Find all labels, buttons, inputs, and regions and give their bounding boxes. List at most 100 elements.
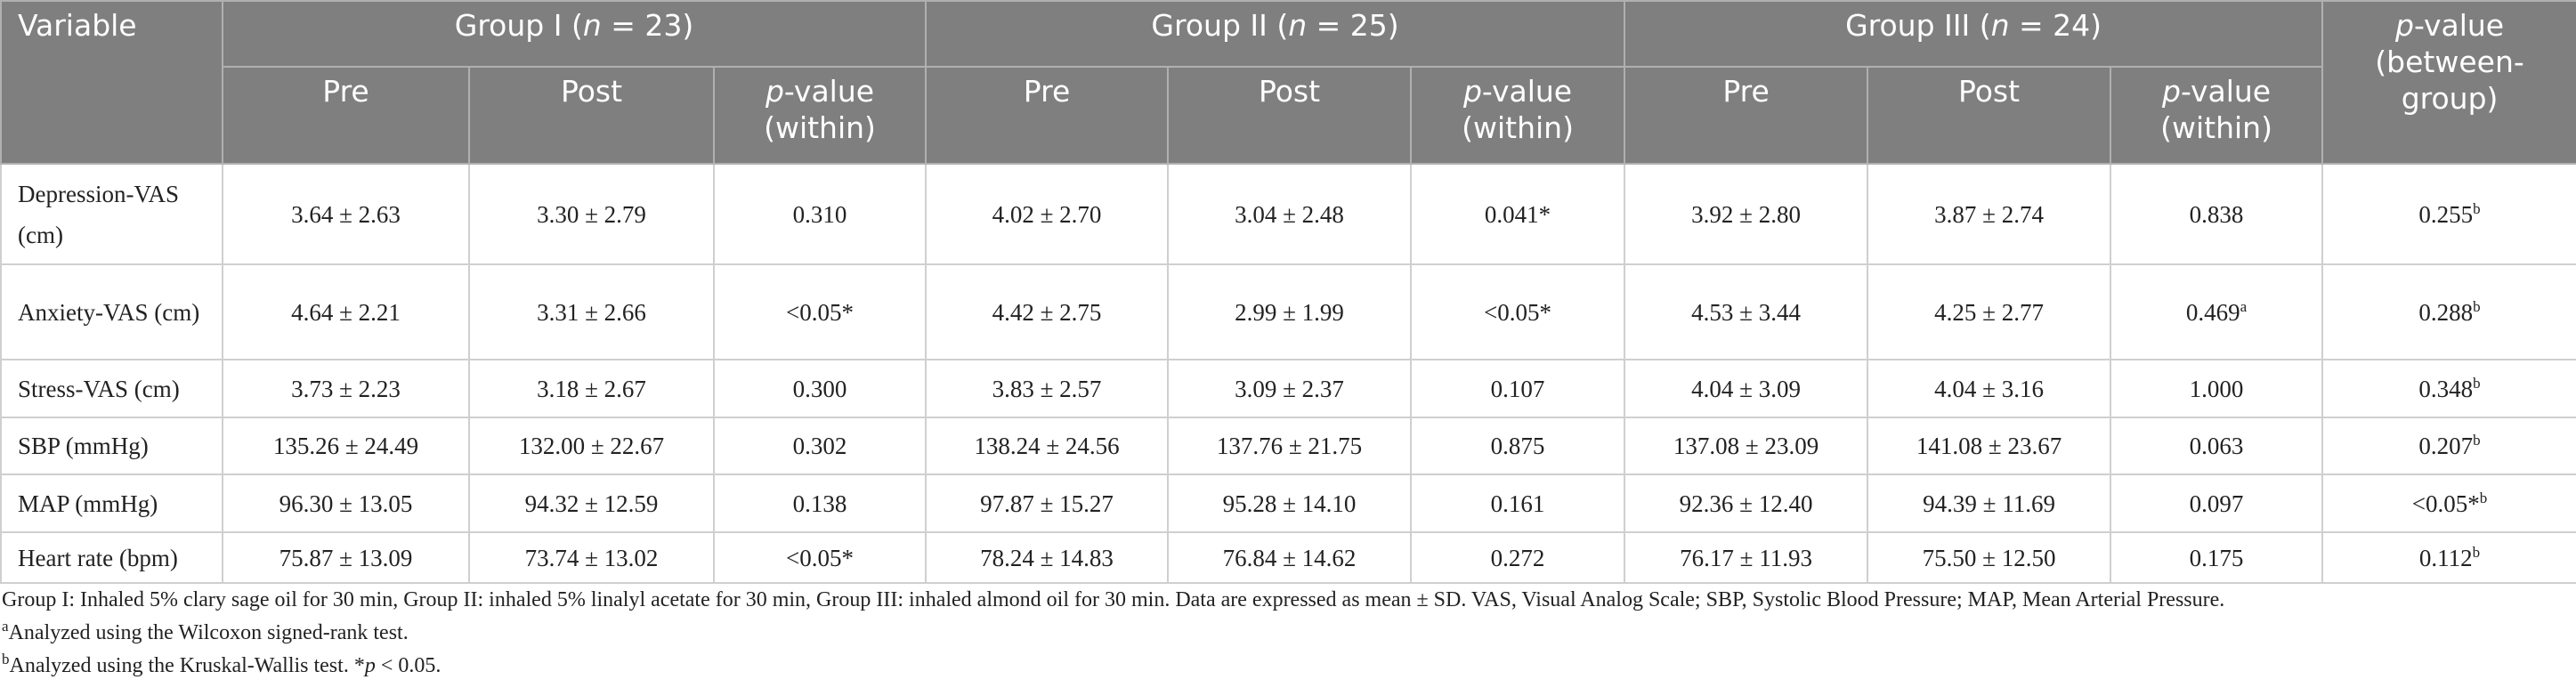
header-text: Variable xyxy=(18,8,137,43)
data-cell: 137.08 ± 23.09 xyxy=(1624,417,1869,475)
footnote-text: Group I: Inhaled 5% clary sage oil for 3… xyxy=(2,588,2225,611)
data-cell: 0.175 xyxy=(2110,531,2324,584)
cell-text: 75.50 ± 12.50 xyxy=(1922,544,2056,571)
superscript: b xyxy=(2479,489,2488,506)
data-table: Variable Group I (n = 23) Group II (n = 25… xyxy=(0,0,2576,584)
footnotes: Group I: Inhaled 5% clary sage oil for 3… xyxy=(0,584,2576,683)
cell-text: 0.838 xyxy=(2189,200,2244,228)
table-row: Stress-VAS (cm) 3.73 ± 2.23 3.18 ± 2.67 0.3… xyxy=(0,359,2576,418)
cell-text: 76.84 ± 14.62 xyxy=(1222,544,1357,571)
data-cell: 135.26 ± 24.49 xyxy=(222,417,470,475)
data-cell: 4.04 ± 3.09 xyxy=(1624,359,1869,418)
cell-text: 94.39 ± 11.69 xyxy=(1923,490,2055,517)
data-cell: 0.207b xyxy=(2321,417,2576,475)
data-cell: 3.18 ± 2.67 xyxy=(468,359,715,418)
header-text: = 25) xyxy=(1307,8,1399,43)
data-cell: 3.83 ± 2.57 xyxy=(925,359,1170,418)
cell-text: SBP (mmHg) xyxy=(18,433,149,459)
cell-text: 3.73 ± 2.23 xyxy=(291,375,401,402)
data-cell: 97.87 ± 15.27 xyxy=(925,473,1170,533)
header-text: n xyxy=(1990,8,2010,43)
table-row: Anxiety-VAS (cm) 4.64 ± 2.21 3.31 ± 2.66 <0… xyxy=(0,263,2576,360)
header-cell: Pre xyxy=(1624,66,1869,165)
footnote: bAnalyzed using the Kruskal-Wallis test.… xyxy=(2,650,2576,683)
group-header: Group III (n = 24) xyxy=(1624,0,2324,68)
cell-text: 138.24 ± 24.56 xyxy=(974,433,1120,459)
cell-text: 0.875 xyxy=(1490,433,1545,459)
header-cell: Pre xyxy=(925,66,1170,165)
header-cell: p-value (within) xyxy=(2110,66,2324,165)
data-cell: <0.05*b xyxy=(2321,473,2576,533)
cell-text: 0.041* xyxy=(1484,200,1551,228)
cell-text: <0.05* xyxy=(2411,490,2480,517)
cell-text: 0.272 xyxy=(1490,544,1545,571)
cell-text: <0.05* xyxy=(1484,298,1552,326)
variable-cell: Heart rate (bpm) xyxy=(0,531,223,584)
cell-text: 4.25 ± 2.77 xyxy=(1934,298,2044,326)
cell-text: 0.469 xyxy=(2185,298,2240,326)
cell-text: 0.112 xyxy=(2418,544,2473,571)
cell-text: 3.18 ± 2.67 xyxy=(537,375,646,402)
header-cell: Post xyxy=(1867,66,2112,165)
header-cell: p-value (within) xyxy=(1410,66,1626,165)
cell-text: 1.000 xyxy=(2189,375,2244,402)
header-cell: Variable xyxy=(0,0,223,165)
data-cell: 92.36 ± 12.40 xyxy=(1624,473,1869,533)
cell-text: 0.300 xyxy=(792,375,847,402)
header-text: -value (between-group) xyxy=(2375,8,2524,116)
header-cell: Pre xyxy=(222,66,470,165)
table-row: MAP (mmHg) 96.30 ± 13.05 94.32 ± 12.59 0.13… xyxy=(0,473,2576,533)
data-cell: 76.84 ± 14.62 xyxy=(1167,531,1413,584)
data-cell: 75.50 ± 12.50 xyxy=(1867,531,2112,584)
cell-text: 4.64 ± 2.21 xyxy=(291,298,401,326)
data-cell: 0.300 xyxy=(712,359,928,418)
data-cell: <0.05* xyxy=(712,263,928,360)
footnote-text: < 0.05. xyxy=(375,654,441,677)
data-cell: 141.08 ± 23.67 xyxy=(1867,417,2112,475)
data-cell: 94.39 ± 11.69 xyxy=(1867,473,2112,533)
header-text: Pre xyxy=(322,74,369,109)
table-row: Depression-VAS (cm) 3.64 ± 2.63 3.30 ± 2.7… xyxy=(0,163,2576,265)
header-text: -value (within) xyxy=(2160,74,2272,145)
variable-cell: MAP (mmHg) xyxy=(0,473,223,533)
data-cell: 0.469a xyxy=(2110,263,2324,360)
data-cell: 132.00 ± 22.67 xyxy=(468,417,715,475)
cell-text: 0.310 xyxy=(792,200,847,228)
data-cell: 96.30 ± 13.05 xyxy=(222,473,470,533)
table-row: Heart rate (bpm) 75.87 ± 13.09 73.74 ± 13.… xyxy=(0,531,2576,584)
cell-text: 0.138 xyxy=(792,490,847,517)
data-cell: 4.04 ± 3.16 xyxy=(1867,359,2112,418)
superscript: a xyxy=(2240,297,2248,315)
cell-text: <0.05* xyxy=(786,544,854,571)
cell-text: 76.17 ± 11.93 xyxy=(1680,544,1812,571)
data-cell: 0.288b xyxy=(2321,263,2576,360)
cell-text: 0.207 xyxy=(2418,433,2474,459)
cell-text: 78.24 ± 14.83 xyxy=(980,544,1114,571)
variable-cell: Anxiety-VAS (cm) xyxy=(0,263,223,360)
data-cell: 3.64 ± 2.63 xyxy=(222,163,470,265)
data-cell: 0.041* xyxy=(1410,163,1626,265)
data-cell: 0.348b xyxy=(2321,359,2576,418)
data-cell: 76.17 ± 11.93 xyxy=(1624,531,1869,584)
cell-text: 0.288 xyxy=(2418,298,2474,326)
cell-text: 3.31 ± 2.66 xyxy=(537,298,646,326)
header-cell: Post xyxy=(468,66,715,165)
cell-text: 0.063 xyxy=(2189,433,2244,459)
footnote: Group I: Inhaled 5% clary sage oil for 3… xyxy=(2,584,2576,617)
cell-text: 4.04 ± 3.16 xyxy=(1934,375,2044,402)
header-text: p xyxy=(2394,8,2414,43)
cell-text: 2.99 ± 1.99 xyxy=(1235,298,1344,326)
cell-text: 141.08 ± 23.67 xyxy=(1916,433,2062,459)
variable-cell: Stress-VAS (cm) xyxy=(0,359,223,418)
data-cell: 95.28 ± 14.10 xyxy=(1167,473,1413,533)
footnote-text: Analyzed using the Kruskal-Wallis test. … xyxy=(9,654,365,677)
header-cell: Post xyxy=(1167,66,1413,165)
cell-text: 3.92 ± 2.80 xyxy=(1691,200,1801,228)
data-cell: 4.02 ± 2.70 xyxy=(925,163,1170,265)
cell-text: 137.76 ± 21.75 xyxy=(1216,433,1363,459)
data-cell: 3.30 ± 2.79 xyxy=(468,163,715,265)
header-text: Post xyxy=(1958,74,2021,109)
header-cell: p-value (within) xyxy=(712,66,928,165)
cell-text: 95.28 ± 14.10 xyxy=(1222,490,1357,517)
data-cell: 3.31 ± 2.66 xyxy=(468,263,715,360)
